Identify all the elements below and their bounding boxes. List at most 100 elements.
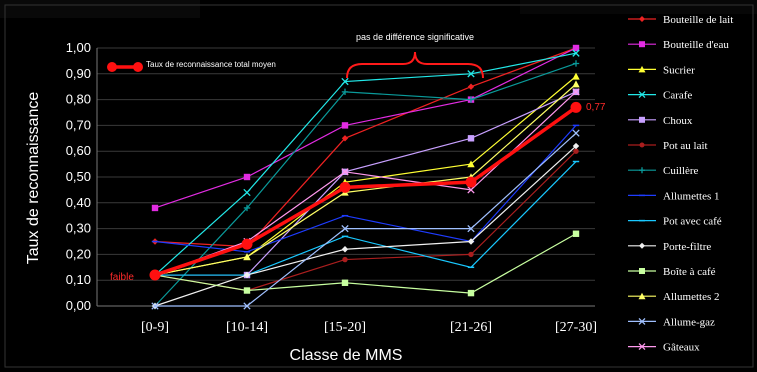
data-point [341, 279, 349, 286]
y-tick-label: 0,70 [66, 117, 91, 132]
mean-data-point [339, 181, 351, 193]
legend-item: Boîte à café [628, 266, 716, 278]
legend-label: Pot avec café [663, 216, 722, 228]
data-point [467, 70, 475, 78]
mean-series-layer [149, 101, 582, 281]
end-value-label: 0,77 [586, 102, 606, 113]
y-tick-label: 0,40 [66, 195, 91, 210]
x-tick-label: [27-30] [555, 320, 597, 335]
legend-label: Gâteaux [663, 342, 700, 354]
data-point [639, 167, 645, 174]
data-point [467, 224, 475, 233]
legend-label: Allumettes 2 [663, 291, 720, 303]
legend-label: Cuillère [663, 165, 699, 177]
x-axis-label: Classe de MMS [290, 347, 403, 364]
legend-item: Choux [628, 115, 693, 127]
data-point [341, 224, 349, 233]
y-tick-label: 0,80 [66, 92, 91, 107]
data-point [572, 129, 580, 137]
legend-label: Boîte à café [663, 266, 716, 278]
data-point [639, 142, 645, 148]
legend-item: Allumettes 1 [628, 190, 720, 202]
legend-label: Bouteille de lait [663, 14, 733, 26]
mean-legend: Taux de reconnaissance total moyen [107, 60, 276, 72]
low-label: faible [110, 272, 134, 283]
data-point [341, 246, 349, 253]
series-allume-gaz [151, 129, 580, 310]
data-point [341, 77, 349, 86]
data-point [638, 91, 646, 99]
data-point [572, 88, 580, 96]
data-point [151, 204, 159, 212]
data-point [341, 88, 349, 96]
y-tick-label: 0,60 [66, 143, 91, 158]
legend-item: Gâteaux [628, 342, 700, 354]
data-point [638, 317, 646, 325]
legend-label: Pot au lait [663, 140, 708, 152]
data-point [342, 256, 348, 263]
data-point [243, 173, 251, 181]
legend-label: Sucrier [663, 64, 695, 76]
legend-item: Pot avec café [628, 216, 722, 228]
data-point [243, 188, 251, 197]
data-point [467, 160, 475, 168]
data-point [638, 65, 646, 73]
legend-item: Bouteille d'eau [628, 39, 729, 51]
data-point [572, 142, 580, 150]
series-layer [151, 44, 580, 310]
data-point [341, 122, 349, 129]
data-point [151, 302, 159, 310]
legend-item: Cuillère [628, 165, 699, 177]
data-point [638, 343, 646, 351]
x-tick-label: [0-9] [141, 320, 169, 335]
data-point [573, 148, 579, 154]
mean-legend-marker [107, 62, 117, 72]
data-point [467, 135, 475, 142]
legend-label: Porte-filtre [663, 241, 711, 253]
data-point [468, 251, 474, 258]
significance-brace [346, 51, 484, 79]
data-point [639, 242, 645, 249]
y-axis-label: Taux de reconnaissance [25, 92, 42, 265]
data-point [243, 204, 251, 212]
data-point [638, 292, 646, 300]
data-point [467, 289, 475, 297]
legend-label: Carafe [663, 90, 692, 102]
data-point [243, 253, 251, 261]
y-tick-label: 0,90 [66, 66, 91, 81]
x-tick-labels: [0-9] [10-14] [15-20] [21-26] [27-30] [141, 320, 597, 335]
mean-legend-label-box: Taux de reconnaissance total moyen [146, 60, 276, 69]
data-point [243, 271, 251, 279]
legend-item: Pot au lait [628, 140, 708, 152]
data-point [341, 135, 349, 142]
data-point [341, 168, 349, 176]
mean-data-point [570, 101, 582, 113]
data-point [639, 16, 645, 22]
series-cuill-re [151, 60, 580, 310]
brace-label: pas de différence significative [356, 32, 474, 42]
legend-item: Bouteille de lait [628, 14, 733, 26]
legend-item: Allumettes 2 [628, 291, 720, 303]
y-tick-label: 0,00 [66, 298, 91, 313]
data-point [467, 238, 475, 245]
data-point [243, 287, 251, 294]
x-tick-label: [21-26] [450, 320, 492, 335]
chart-border [4, 4, 754, 368]
legend-item: Porte-filtre [628, 241, 711, 253]
y-tick-label: 1,00 [66, 40, 91, 55]
mean-legend-marker [133, 62, 143, 72]
data-point [572, 60, 580, 67]
significance-annotation: pas de différence significative [346, 32, 484, 79]
legend-label: Choux [663, 115, 693, 127]
data-point [572, 80, 580, 88]
data-point [572, 230, 580, 237]
y-tick-label: 0,30 [66, 221, 91, 236]
data-point [639, 268, 645, 274]
legend-item: Allume-gaz [628, 316, 715, 328]
data-point [467, 83, 475, 90]
y-tick-label: 0,20 [66, 246, 91, 261]
y-tick-label: 0,50 [66, 169, 91, 184]
y-tick-label: 0,10 [66, 272, 91, 287]
